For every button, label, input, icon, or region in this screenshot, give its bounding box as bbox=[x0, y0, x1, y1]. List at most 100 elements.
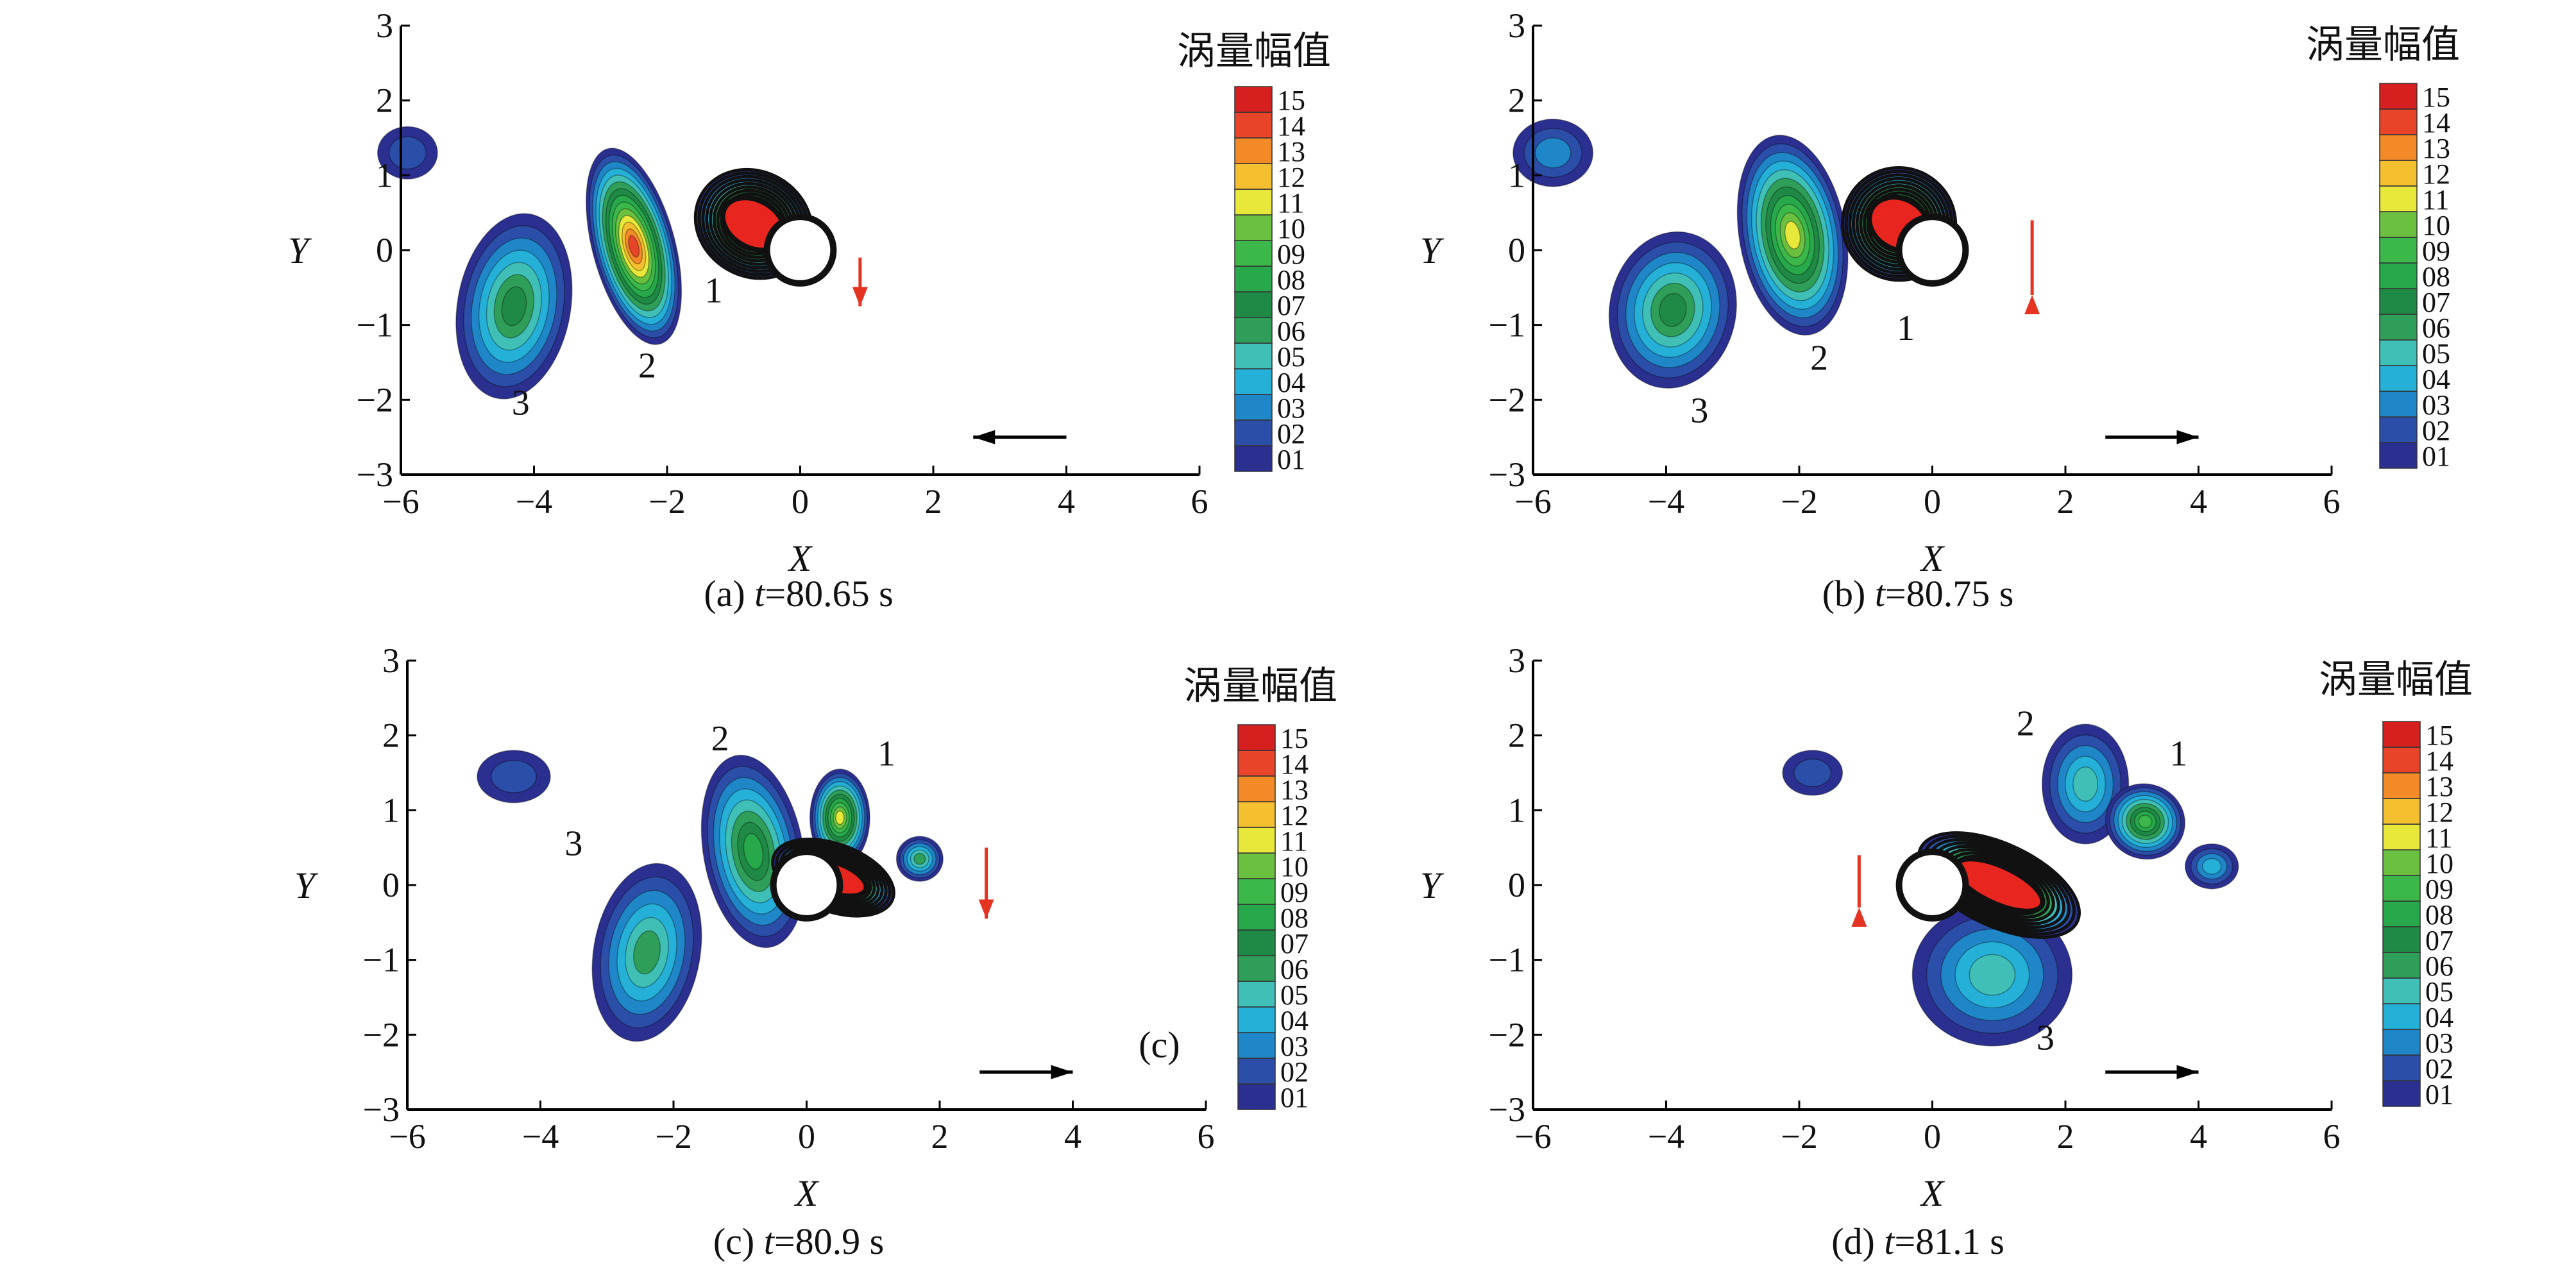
y-tick-label: 1 bbox=[382, 791, 400, 829]
colorbar-swatch bbox=[2379, 160, 2418, 187]
colorbar-label: 10 bbox=[1280, 851, 1309, 882]
colorbar-swatch bbox=[1234, 189, 1273, 215]
y-axis-title: Y bbox=[1420, 230, 1445, 271]
y-tick-label: 1 bbox=[376, 156, 393, 194]
colorbar-label: 11 bbox=[2422, 184, 2449, 215]
vortex-contour bbox=[1782, 750, 1843, 796]
colorbar-swatch bbox=[2379, 314, 2418, 341]
x-tick-label: −2 bbox=[655, 1117, 691, 1156]
colorbar-swatch bbox=[1234, 137, 1273, 164]
colorbar-label: 04 bbox=[1277, 367, 1305, 398]
black-arrow-head bbox=[1051, 1065, 1073, 1079]
colorbar-label: 03 bbox=[1280, 1031, 1309, 1062]
y-tick-label: −2 bbox=[363, 1015, 400, 1054]
colorbar-swatch bbox=[1234, 112, 1273, 139]
x-tick-label: 6 bbox=[1191, 482, 1208, 521]
colorbar-swatch bbox=[2379, 339, 2418, 366]
black-arrow-head bbox=[2176, 430, 2199, 444]
vortex-contour bbox=[586, 148, 682, 345]
x-tick-label: 4 bbox=[1064, 1117, 1081, 1156]
colorbar-swatch bbox=[2379, 365, 2418, 392]
colorbar-swatch bbox=[1234, 342, 1273, 369]
y-axis-title: Y bbox=[1420, 865, 1445, 906]
colorbar-swatch bbox=[1234, 419, 1273, 446]
vortex-label: 2 bbox=[711, 719, 729, 759]
vortex-contour bbox=[2105, 783, 2186, 860]
colorbar-label: 05 bbox=[2422, 338, 2450, 369]
colorbar-label: 08 bbox=[2422, 261, 2450, 292]
y-tick-label: 1 bbox=[1508, 791, 1525, 829]
colorbar-label: 14 bbox=[1277, 110, 1305, 142]
colorbar-label: 12 bbox=[2425, 797, 2453, 828]
colorbar-swatch bbox=[2379, 134, 2418, 161]
colorbar-swatch bbox=[1237, 775, 1276, 802]
vortex-label: 3 bbox=[512, 384, 530, 423]
colorbar-swatch bbox=[2382, 900, 2421, 927]
colorbar-label: 07 bbox=[1280, 928, 1309, 959]
colorbar-swatch bbox=[2379, 185, 2418, 212]
colorbar-title: 涡量幅值 bbox=[2306, 22, 2460, 67]
y-tick-label: 1 bbox=[1508, 156, 1525, 194]
vortex-contour bbox=[477, 750, 551, 804]
colorbar-label: 12 bbox=[1280, 800, 1309, 831]
y-tick-label: 0 bbox=[1508, 866, 1525, 904]
colorbar-label: 01 bbox=[1277, 444, 1305, 475]
colorbar-label: 05 bbox=[2425, 976, 2453, 1008]
y-tick-label: −2 bbox=[1489, 1015, 1525, 1054]
vortex-contour bbox=[693, 167, 813, 280]
colorbar-swatch bbox=[2382, 1054, 2421, 1081]
colorbar-label: 15 bbox=[1280, 723, 1309, 754]
colorbar-label: 06 bbox=[2422, 312, 2450, 344]
colorbar-label: 01 bbox=[1280, 1082, 1309, 1113]
vortex-label: 3 bbox=[564, 823, 582, 863]
colorbar-swatch bbox=[2382, 926, 2421, 953]
x-tick-label: −6 bbox=[382, 482, 419, 521]
colorbar-swatch bbox=[2382, 849, 2421, 876]
colorbar-label: 11 bbox=[1280, 825, 1307, 857]
colorbar-swatch bbox=[2379, 237, 2418, 264]
vortex-contour bbox=[377, 126, 438, 180]
colorbar-swatch bbox=[1237, 981, 1276, 1008]
colorbar-swatch bbox=[2382, 1029, 2421, 1056]
colorbar-label: 13 bbox=[1277, 136, 1305, 167]
colorbar-label: 06 bbox=[1280, 954, 1309, 985]
y-tick-label: −3 bbox=[1489, 1090, 1525, 1129]
colorbar-swatch bbox=[2382, 823, 2421, 850]
colorbar-swatch bbox=[1237, 827, 1276, 854]
y-tick-label: −1 bbox=[357, 306, 393, 344]
x-tick-label: 0 bbox=[1924, 482, 1941, 521]
panel-caption: (c) t=80.9 s bbox=[713, 1220, 884, 1262]
colorbar-label: 02 bbox=[1277, 418, 1305, 450]
x-tick-label: −4 bbox=[522, 1117, 559, 1156]
panel-caption: (a) t=80.65 s bbox=[704, 573, 893, 614]
x-tick-label: −4 bbox=[1648, 482, 1684, 521]
colorbar-label: 14 bbox=[1280, 748, 1309, 780]
colorbar-swatch bbox=[1237, 852, 1276, 879]
colorbar-label: 10 bbox=[1277, 213, 1305, 244]
colorbar-swatch bbox=[1234, 214, 1273, 241]
colorbar-label: 13 bbox=[2425, 771, 2453, 802]
colorbar-swatch bbox=[1234, 86, 1273, 113]
colorbar-label: 08 bbox=[2425, 899, 2453, 931]
x-tick-label: 2 bbox=[931, 1117, 949, 1156]
colorbar-swatch bbox=[1237, 1058, 1276, 1085]
y-tick-label: −1 bbox=[363, 941, 400, 979]
colorbar-swatch bbox=[2382, 747, 2421, 773]
y-tick-label: 0 bbox=[1508, 231, 1525, 269]
x-tick-label: 4 bbox=[2190, 1117, 2207, 1156]
colorbar-title: 涡量幅值 bbox=[2319, 657, 2473, 702]
colorbar-label: 01 bbox=[2422, 441, 2450, 472]
y-tick-label: −2 bbox=[357, 380, 393, 419]
colorbar-label: 04 bbox=[2425, 1002, 2453, 1033]
colorbar-swatch bbox=[2379, 416, 2418, 443]
colorbar-label: 13 bbox=[1280, 774, 1309, 806]
vortex-contour bbox=[591, 863, 702, 1042]
colorbar-label: 08 bbox=[1277, 264, 1305, 296]
x-tick-label: −2 bbox=[1781, 482, 1817, 521]
colorbar-swatch bbox=[1237, 929, 1276, 956]
colorbar-swatch bbox=[2382, 952, 2421, 979]
y-tick-label: 3 bbox=[1508, 641, 1525, 680]
